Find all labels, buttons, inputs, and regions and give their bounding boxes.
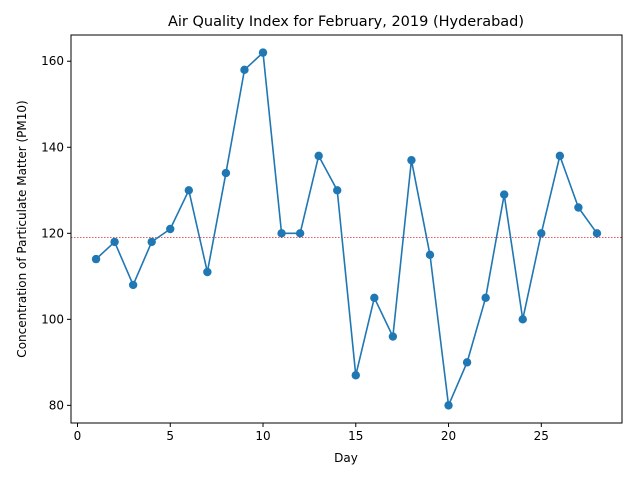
x-tick-label: 20 — [441, 429, 456, 443]
data-point — [555, 151, 565, 161]
y-axis-label: Concentration of Particulate Matter (PM1… — [15, 100, 29, 357]
y-tick-label: 140 — [41, 140, 64, 154]
data-point — [277, 229, 286, 238]
data-point — [333, 186, 342, 195]
data-point — [537, 229, 546, 238]
y-tick-label: 100 — [41, 312, 64, 326]
x-tick-label: 0 — [74, 429, 82, 443]
data-point — [295, 229, 305, 238]
x-tick-label: 15 — [348, 429, 363, 443]
data-point — [91, 254, 101, 264]
x-axis-ticks: 0 5 10 15 20 25 — [74, 423, 549, 443]
data-point — [128, 280, 138, 290]
data-point — [407, 155, 416, 165]
y-tick-label: 80 — [49, 398, 64, 412]
y-tick-label: 160 — [41, 54, 64, 68]
data-point — [425, 250, 435, 260]
data-point — [240, 65, 249, 75]
data-point — [166, 224, 175, 234]
series-line — [95, 51, 598, 407]
x-tick-label: 10 — [255, 429, 270, 443]
data-point — [203, 267, 212, 277]
x-tick-label: 25 — [534, 429, 549, 443]
plot-frame — [70, 34, 623, 424]
data-point — [221, 168, 231, 178]
x-tick-label: 5 — [166, 429, 174, 443]
data-point — [110, 237, 119, 247]
plot-area — [71, 48, 622, 410]
data-point — [351, 371, 360, 380]
data-point — [147, 237, 156, 247]
data-point — [499, 190, 509, 199]
data-point — [184, 186, 194, 195]
data-point — [481, 293, 490, 303]
y-axis-ticks: 80 100 120 140 160 — [41, 54, 71, 412]
data-point — [462, 358, 472, 367]
data-point — [592, 229, 602, 238]
data-point — [518, 315, 527, 324]
data-point — [258, 48, 268, 57]
data-point — [444, 401, 453, 410]
y-tick-label: 120 — [41, 226, 64, 240]
chart-title: Air Quality Index for February, 2019 (Hy… — [168, 14, 524, 30]
data-point — [574, 203, 583, 212]
data-point — [388, 332, 398, 341]
data-point — [370, 293, 379, 303]
data-point — [314, 151, 323, 161]
x-axis-label: Day — [334, 451, 358, 465]
